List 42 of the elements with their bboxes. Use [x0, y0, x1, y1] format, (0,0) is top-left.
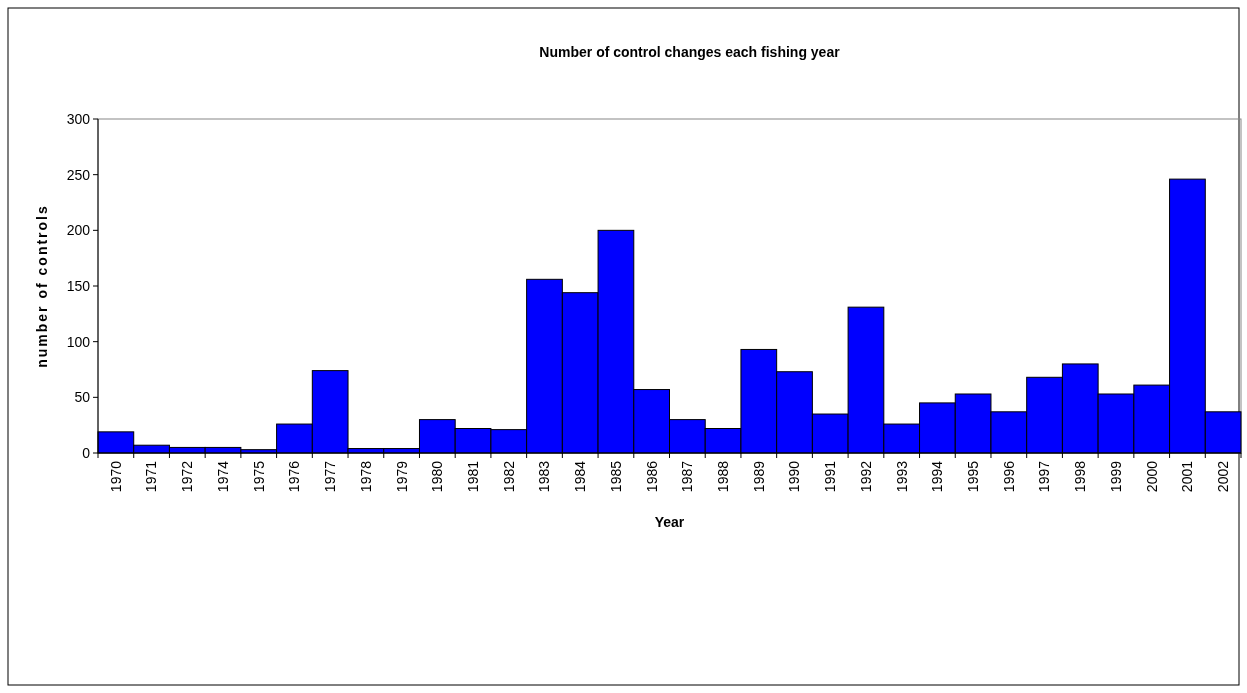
x-tick-label: 1975: [250, 460, 267, 493]
x-tick-label: 1980: [429, 460, 446, 493]
x-tick-label: 1974: [214, 460, 231, 493]
y-tick-label: 50: [74, 389, 91, 406]
y-tick-label: 150: [66, 277, 91, 294]
x-tick-label: 1987: [679, 460, 696, 493]
x-tick-label: 1998: [1072, 460, 1089, 493]
y-tick-label: 200: [66, 222, 91, 239]
x-tick-label: 1977: [322, 460, 339, 493]
chart-title: Number of control changes each fishing year: [539, 44, 841, 60]
x-tick-label: 1982: [500, 460, 517, 493]
y-tick-label: 100: [66, 333, 91, 350]
x-tick-label: 1997: [1036, 460, 1053, 493]
x-tick-label: 1999: [1107, 460, 1124, 493]
x-tick-label: 1972: [179, 460, 196, 493]
x-tick-label: 1971: [143, 460, 160, 493]
x-tick-label: 1990: [786, 460, 803, 493]
x-tick-label: 2002: [1215, 460, 1232, 493]
y-tick-label: 0: [82, 444, 91, 461]
x-tick-label: 1970: [107, 460, 124, 493]
x-tick-label: 1985: [607, 460, 624, 493]
x-tick-label: 1994: [929, 460, 946, 493]
x-tick-label: 1991: [822, 460, 839, 493]
x-tick-label: 1981: [464, 460, 481, 493]
x-tick-label: 1979: [393, 460, 410, 493]
x-tick-label: 1986: [643, 460, 660, 493]
y-axis-title: number of controls: [34, 204, 50, 368]
x-tick-label: 1989: [750, 460, 767, 493]
x-tick-label: 1993: [893, 460, 910, 493]
x-tick-label: 1996: [1000, 460, 1017, 493]
x-tick-label: 1995: [965, 460, 982, 493]
x-tick-label: 1976: [286, 460, 303, 493]
x-tick-label: 1984: [572, 460, 589, 493]
x-tick-label: 1992: [857, 460, 874, 493]
x-tick-label: 1978: [357, 460, 374, 493]
y-tick-label: 250: [66, 166, 91, 183]
x-tick-label: 2001: [1179, 460, 1196, 493]
x-tick-label: 1988: [714, 460, 731, 493]
y-tick-label: 300: [66, 110, 91, 127]
x-tick-label: 2000: [1143, 460, 1160, 493]
x-tick-label: 1983: [536, 460, 553, 493]
x-axis-title: Year: [654, 514, 685, 530]
